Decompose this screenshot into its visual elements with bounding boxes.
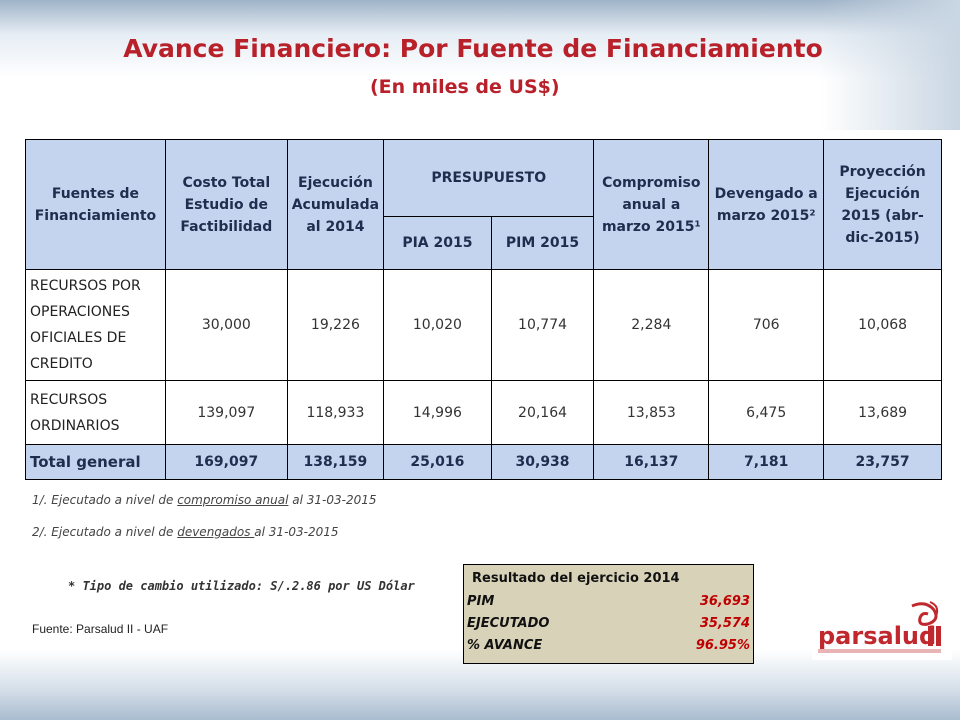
cell-devengado: 6,475 <box>708 380 825 445</box>
header-fuentes: Fuentes de Financiamiento <box>25 139 166 270</box>
cell-compromiso: 2,284 <box>593 269 710 381</box>
table-total-row: Total general 169,097 138,159 25,016 30,… <box>25 444 942 480</box>
parsalud-logo-icon: parsalud <box>818 601 941 653</box>
cell-devengado: 706 <box>708 269 825 381</box>
cell-pim: 10,774 <box>490 269 595 381</box>
cell-proyeccion: 10,068 <box>823 269 942 381</box>
total-label: Total general <box>25 444 166 480</box>
total-compromiso: 16,137 <box>593 444 710 480</box>
source-note: Fuente: Parsalud II - UAF <box>32 622 169 636</box>
header-background <box>0 0 960 98</box>
page-title: Avance Financiero: Por Fuente de Financi… <box>123 34 823 63</box>
total-proyeccion: 23,757 <box>823 444 942 480</box>
footnote-1-emphasis: compromiso anual <box>177 493 289 507</box>
total-costo: 169,097 <box>164 444 288 480</box>
total-ejecucion: 138,159 <box>286 444 385 480</box>
header-devengado: Devengado a marzo 2015² <box>708 139 825 270</box>
header-pia-2015: PIA 2015 <box>383 216 492 270</box>
cell-pim: 20,164 <box>490 380 595 445</box>
header-decoration <box>820 0 960 130</box>
row-label: RECURSOS POR OPERACIONES OFICIALES DE CR… <box>25 269 166 381</box>
cell-proyeccion: 13,689 <box>823 380 942 445</box>
cell-ejecucion: 118,933 <box>286 380 385 445</box>
header-compromiso: Compromiso anual a marzo 2015¹ <box>593 139 710 270</box>
total-pim: 30,938 <box>490 444 595 480</box>
cell-pia: 10,020 <box>383 269 492 381</box>
header-proyeccion: Proyección Ejecución 2015 (abr-dic-2015) <box>823 139 942 270</box>
cell-costo: 30,000 <box>164 269 288 381</box>
result-row: EJECUTADO 35,574 <box>467 616 750 631</box>
result-row: PIM 36,693 <box>467 594 750 609</box>
page-subtitle: (En miles de US$) <box>370 76 560 98</box>
table-row: RECURSOS POR OPERACIONES OFICIALES DE CR… <box>25 269 942 381</box>
svg-text:parsalud: parsalud <box>818 622 936 650</box>
footnote-1: 1/. Ejecutado a nivel de compromiso anua… <box>32 493 377 507</box>
result-box-title: Resultado del ejercicio 2014 <box>472 571 680 586</box>
parsalud-logo: parsalud <box>812 600 952 660</box>
financing-table: Fuentes de Financiamiento Costo Total Es… <box>25 139 942 480</box>
result-box: Resultado del ejercicio 2014 PIM 36,693 E… <box>463 564 754 664</box>
cell-pia: 14,996 <box>383 380 492 445</box>
total-devengado: 7,181 <box>708 444 825 480</box>
cell-compromiso: 13,853 <box>593 380 710 445</box>
header-presupuesto: PRESUPUESTO <box>383 139 595 217</box>
header-costo-total: Costo Total Estudio de Factibilidad <box>164 139 288 270</box>
result-row: % AVANCE 96.95% <box>467 638 750 653</box>
exchange-rate-note: * Tipo de cambio utilizado: S/.2.86 por … <box>68 579 415 593</box>
cell-ejecucion: 19,226 <box>286 269 385 381</box>
cell-costo: 139,097 <box>164 380 288 445</box>
header-pim-2015: PIM 2015 <box>490 216 595 270</box>
table-row: RECURSOS ORDINARIOS 139,097 118,933 14,9… <box>25 380 942 445</box>
footnote-2: 2/. Ejecutado a nivel de devengados al 3… <box>32 525 339 539</box>
total-pia: 25,016 <box>383 444 492 480</box>
header-ejecucion-acumulada: Ejecución Acumulada al 2014 <box>286 139 385 270</box>
footnote-2-emphasis: devengados <box>177 525 255 539</box>
row-label: RECURSOS ORDINARIOS <box>25 380 166 445</box>
